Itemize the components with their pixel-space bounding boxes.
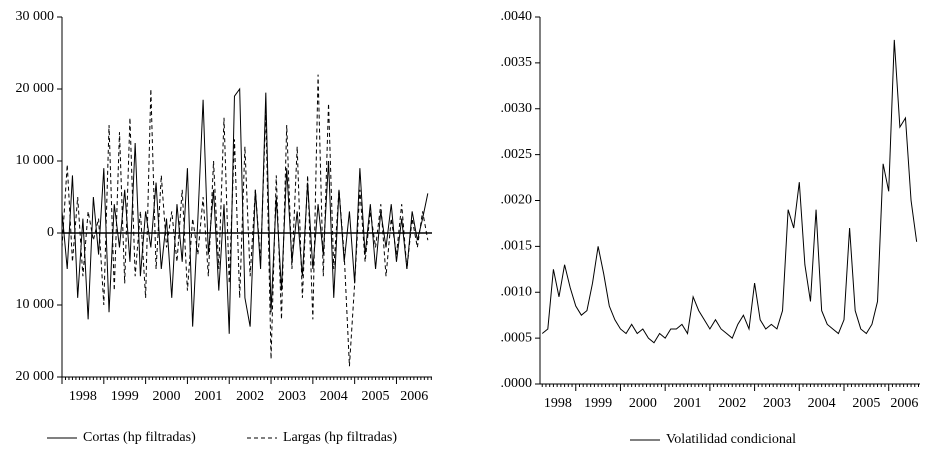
series-line: [61, 74, 429, 367]
y-tick-label: 0: [47, 225, 54, 240]
x-tick-label: 2002: [236, 389, 264, 404]
y-tick-label: .0035: [501, 55, 533, 70]
x-tick-label: 2004: [808, 396, 836, 411]
y-tick-label: .0015: [501, 239, 533, 254]
y-tick-label: .0030: [501, 101, 533, 116]
x-tick-label: 1999: [111, 389, 139, 404]
y-tick-label: .0020: [501, 193, 533, 208]
y-tick-label: .0025: [501, 147, 533, 162]
y-tick-label: 30 000: [16, 9, 55, 24]
legend-label: Cortas (hp filtradas): [83, 430, 196, 445]
x-tick-label: 2001: [674, 396, 702, 411]
x-tick-label: 2003: [763, 396, 791, 411]
legend-label: Volatilidad condicional: [666, 432, 796, 447]
x-tick-label: 1998: [69, 389, 97, 404]
y-tick-label: 20 000: [16, 369, 55, 384]
x-tick-label: 2000: [629, 396, 657, 411]
legend-label: Largas (hp filtradas): [283, 430, 397, 445]
x-tick-label: 2006: [890, 396, 918, 411]
x-tick-label: 2000: [153, 389, 181, 404]
y-tick-label: 10 000: [16, 153, 55, 168]
x-tick-label: 1998: [544, 396, 572, 411]
series-line: [61, 87, 429, 334]
x-tick-label: 2003: [278, 389, 306, 404]
y-tick-label: 20 000: [16, 81, 55, 96]
y-tick-label: .0000: [501, 376, 533, 391]
x-tick-label: 2005: [362, 389, 390, 404]
y-tick-label: .0040: [501, 9, 533, 24]
x-tick-label: 2004: [320, 389, 348, 404]
y-tick-label: 10 000: [16, 297, 55, 312]
x-tick-label: 2005: [852, 396, 880, 411]
x-tick-label: 2006: [400, 389, 428, 404]
x-tick-label: 1999: [584, 396, 612, 411]
y-tick-label: .0010: [501, 284, 533, 299]
x-tick-label: 2001: [194, 389, 222, 404]
x-tick-label: 2002: [718, 396, 746, 411]
y-tick-label: .0005: [501, 330, 533, 345]
series-line: [541, 39, 918, 344]
